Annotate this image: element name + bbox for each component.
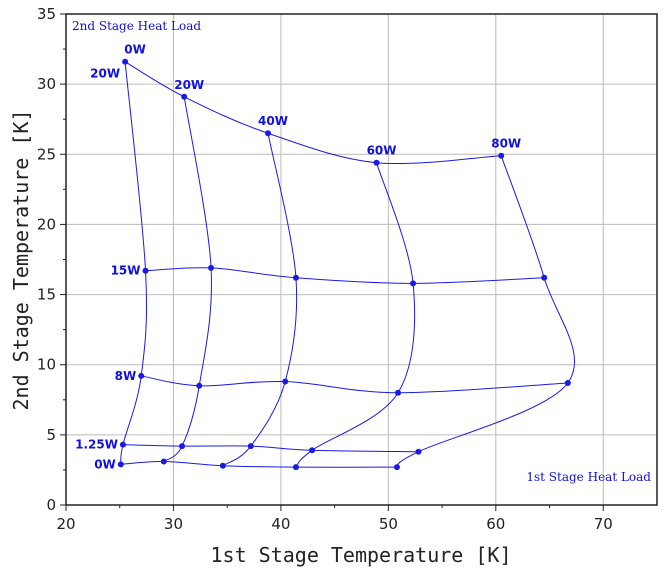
y-tick-label: 5 [46,426,56,444]
y-axis-label: 2nd Stage Temperature [K] [9,109,33,410]
data-point [564,379,571,386]
data-point [208,264,215,271]
data-point [541,274,548,281]
curve-2nd-stage-0W [120,461,397,468]
second-stage-load-label: 15W [111,264,141,278]
data-point [160,458,167,465]
data-point [196,382,203,389]
first-stage-load-label: 20W [174,78,204,92]
data-point [292,464,299,471]
curve-1st-stage-80W [396,155,576,468]
x-tick-label: 60 [486,515,505,533]
data-point [393,464,400,471]
y-tick-label: 15 [37,286,56,304]
x-tick-label: 40 [271,515,290,533]
first-stage-load-label: 40W [258,114,288,128]
data-point [395,389,402,396]
data-point [181,93,188,100]
data-point [219,462,226,469]
y-tick-label: 20 [37,215,56,233]
data-point [117,461,124,468]
x-tick-label: 70 [594,515,613,533]
x-tick-label: 20 [56,515,75,533]
first-stage-load-label: 80W [491,137,521,151]
data-point [498,152,505,159]
curve-1st-stage-20W [163,96,212,462]
second-stage-load-label: 1.25W [75,438,118,452]
data-point [282,378,289,385]
annotation-1st-stage: 1st Stage Heat Load [526,470,651,484]
curve-2nd-stage-1.25W [122,444,419,453]
first-stage-load-label: 0W [124,43,146,57]
second-stage-load-label: 0W [94,457,116,471]
data-point [247,443,254,450]
y-tick-label: 35 [37,5,56,23]
data-point [309,447,316,454]
first-stage-load-label: 60W [367,144,397,158]
x-axis-label: 1st Stage Temperature [K] [210,543,511,567]
curve-1st-stage-60W [295,162,416,468]
y-tick-label: 0 [46,496,56,514]
curve-2nd-stage-15W [145,267,545,284]
x-tick-label: 50 [379,515,398,533]
curves [120,61,576,468]
curve-2nd-stage-20W [124,61,502,165]
curve-1st-stage-40W [222,133,298,467]
data-point [179,443,186,450]
second-stage-load-label: 20W [90,67,120,81]
data-point [415,448,422,455]
curve-2nd-stage-8W [141,375,568,394]
plot-frame [65,13,658,506]
data-point [119,441,126,448]
y-tick-label: 30 [37,75,56,93]
data-point [410,280,417,287]
points [117,58,571,471]
ticks: 20 30 40 50 60 70 0 5 10 15 20 25 30 35 [37,5,613,533]
data-point [122,58,129,65]
y-tick-label: 25 [37,145,56,163]
data-point [142,267,149,274]
annotation-2nd-stage: 2nd Stage Heat Load [72,19,201,33]
y-tick-label: 10 [37,356,56,374]
grid [66,14,657,505]
data-point [292,274,299,281]
data-point [138,372,145,379]
data-point [373,159,380,166]
second-stage-load-label: 8W [115,369,137,383]
data-point [265,130,272,137]
x-tick-label: 30 [164,515,183,533]
